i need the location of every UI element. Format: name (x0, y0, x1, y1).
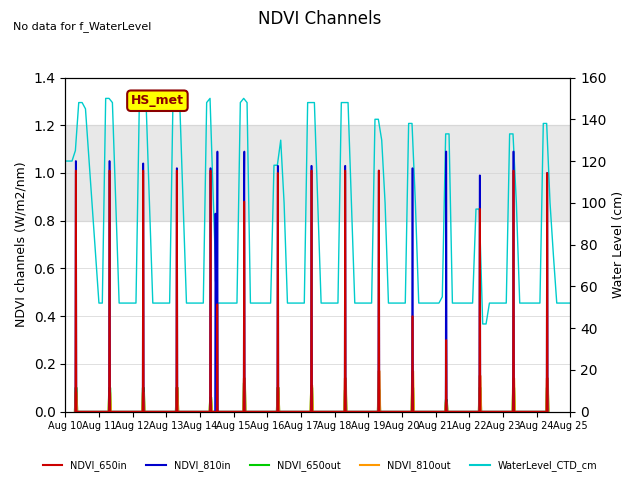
Text: NDVI Channels: NDVI Channels (259, 10, 381, 28)
Y-axis label: Water Level (cm): Water Level (cm) (612, 191, 625, 298)
Text: HS_met: HS_met (131, 94, 184, 107)
Text: No data for f_WaterLevel: No data for f_WaterLevel (13, 21, 151, 32)
Bar (65, 125, 570, 221)
Y-axis label: NDVI channels (W/m2/nm): NDVI channels (W/m2/nm) (15, 162, 28, 327)
Legend: NDVI_650in, NDVI_810in, NDVI_650out, NDVI_810out, WaterLevel_CTD_cm: NDVI_650in, NDVI_810in, NDVI_650out, NDV… (39, 456, 601, 475)
